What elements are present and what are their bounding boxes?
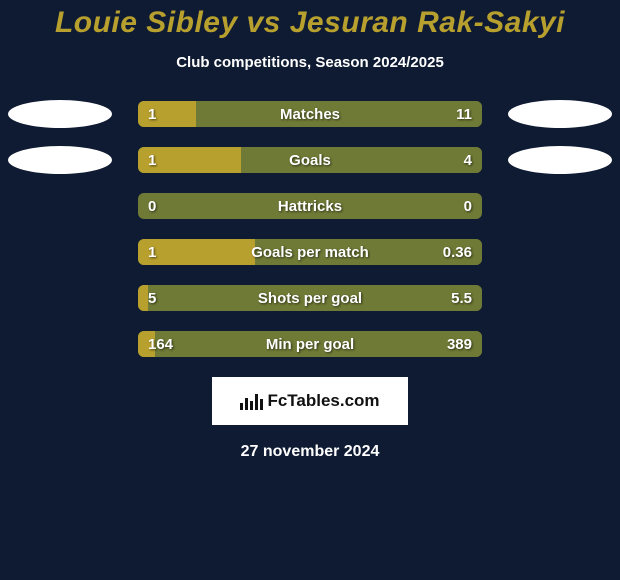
team-ellipse-right: [508, 146, 612, 174]
team-ellipse-left: [8, 146, 112, 174]
bar-right-fill: [241, 147, 482, 173]
bar-left-fill: [138, 101, 196, 127]
stat-row: 111Matches: [0, 101, 620, 127]
value-left: 1: [148, 101, 156, 127]
stat-row: 55.5Shots per goal: [0, 285, 620, 311]
bar-label: Hattricks: [138, 193, 482, 219]
bar: 55.5Shots per goal: [138, 285, 482, 311]
brand-badge: FcTables.com: [212, 377, 408, 425]
stat-row: 10.36Goals per match: [0, 239, 620, 265]
value-right: 0.36: [443, 239, 472, 265]
bar-left-fill: [138, 285, 148, 311]
value-right: 11: [456, 101, 472, 127]
value-right: 5.5: [451, 285, 472, 311]
bar-right-fill: [155, 331, 482, 357]
bar: 111Matches: [138, 101, 482, 127]
brand-inner: FcTables.com: [240, 391, 379, 411]
value-left: 1: [148, 239, 156, 265]
comparison-infographic: Louie Sibley vs Jesuran Rak-Sakyi Club c…: [0, 0, 620, 580]
subtitle: Club competitions, Season 2024/2025: [0, 54, 620, 71]
value-left: 5: [148, 285, 156, 311]
brand-text: FcTables.com: [267, 391, 379, 411]
value-right: 0: [464, 193, 472, 219]
stat-row: 14Goals: [0, 147, 620, 173]
team-ellipse-left: [8, 100, 112, 128]
bar: 0 0Hattricks: [138, 193, 482, 219]
value-right: 389: [447, 331, 472, 357]
bar-right-fill: [148, 285, 482, 311]
page-title: Louie Sibley vs Jesuran Rak-Sakyi: [0, 0, 620, 40]
bar: 10.36Goals per match: [138, 239, 482, 265]
bar: 14Goals: [138, 147, 482, 173]
value-right: 4: [464, 147, 472, 173]
bar: 164389Min per goal: [138, 331, 482, 357]
team-ellipse-right: [508, 100, 612, 128]
stats-chart: 111Matches14Goals00Hattricks10.36Goals p…: [0, 101, 620, 357]
value-left: 0: [148, 193, 156, 219]
date-text: 27 november 2024: [0, 443, 620, 461]
bar-right-fill: [196, 101, 482, 127]
chart-icon: [240, 392, 263, 410]
stat-row: 164389Min per goal: [0, 331, 620, 357]
value-left: 164: [148, 331, 173, 357]
stat-row: 0 0Hattricks: [0, 193, 620, 219]
value-left: 1: [148, 147, 156, 173]
